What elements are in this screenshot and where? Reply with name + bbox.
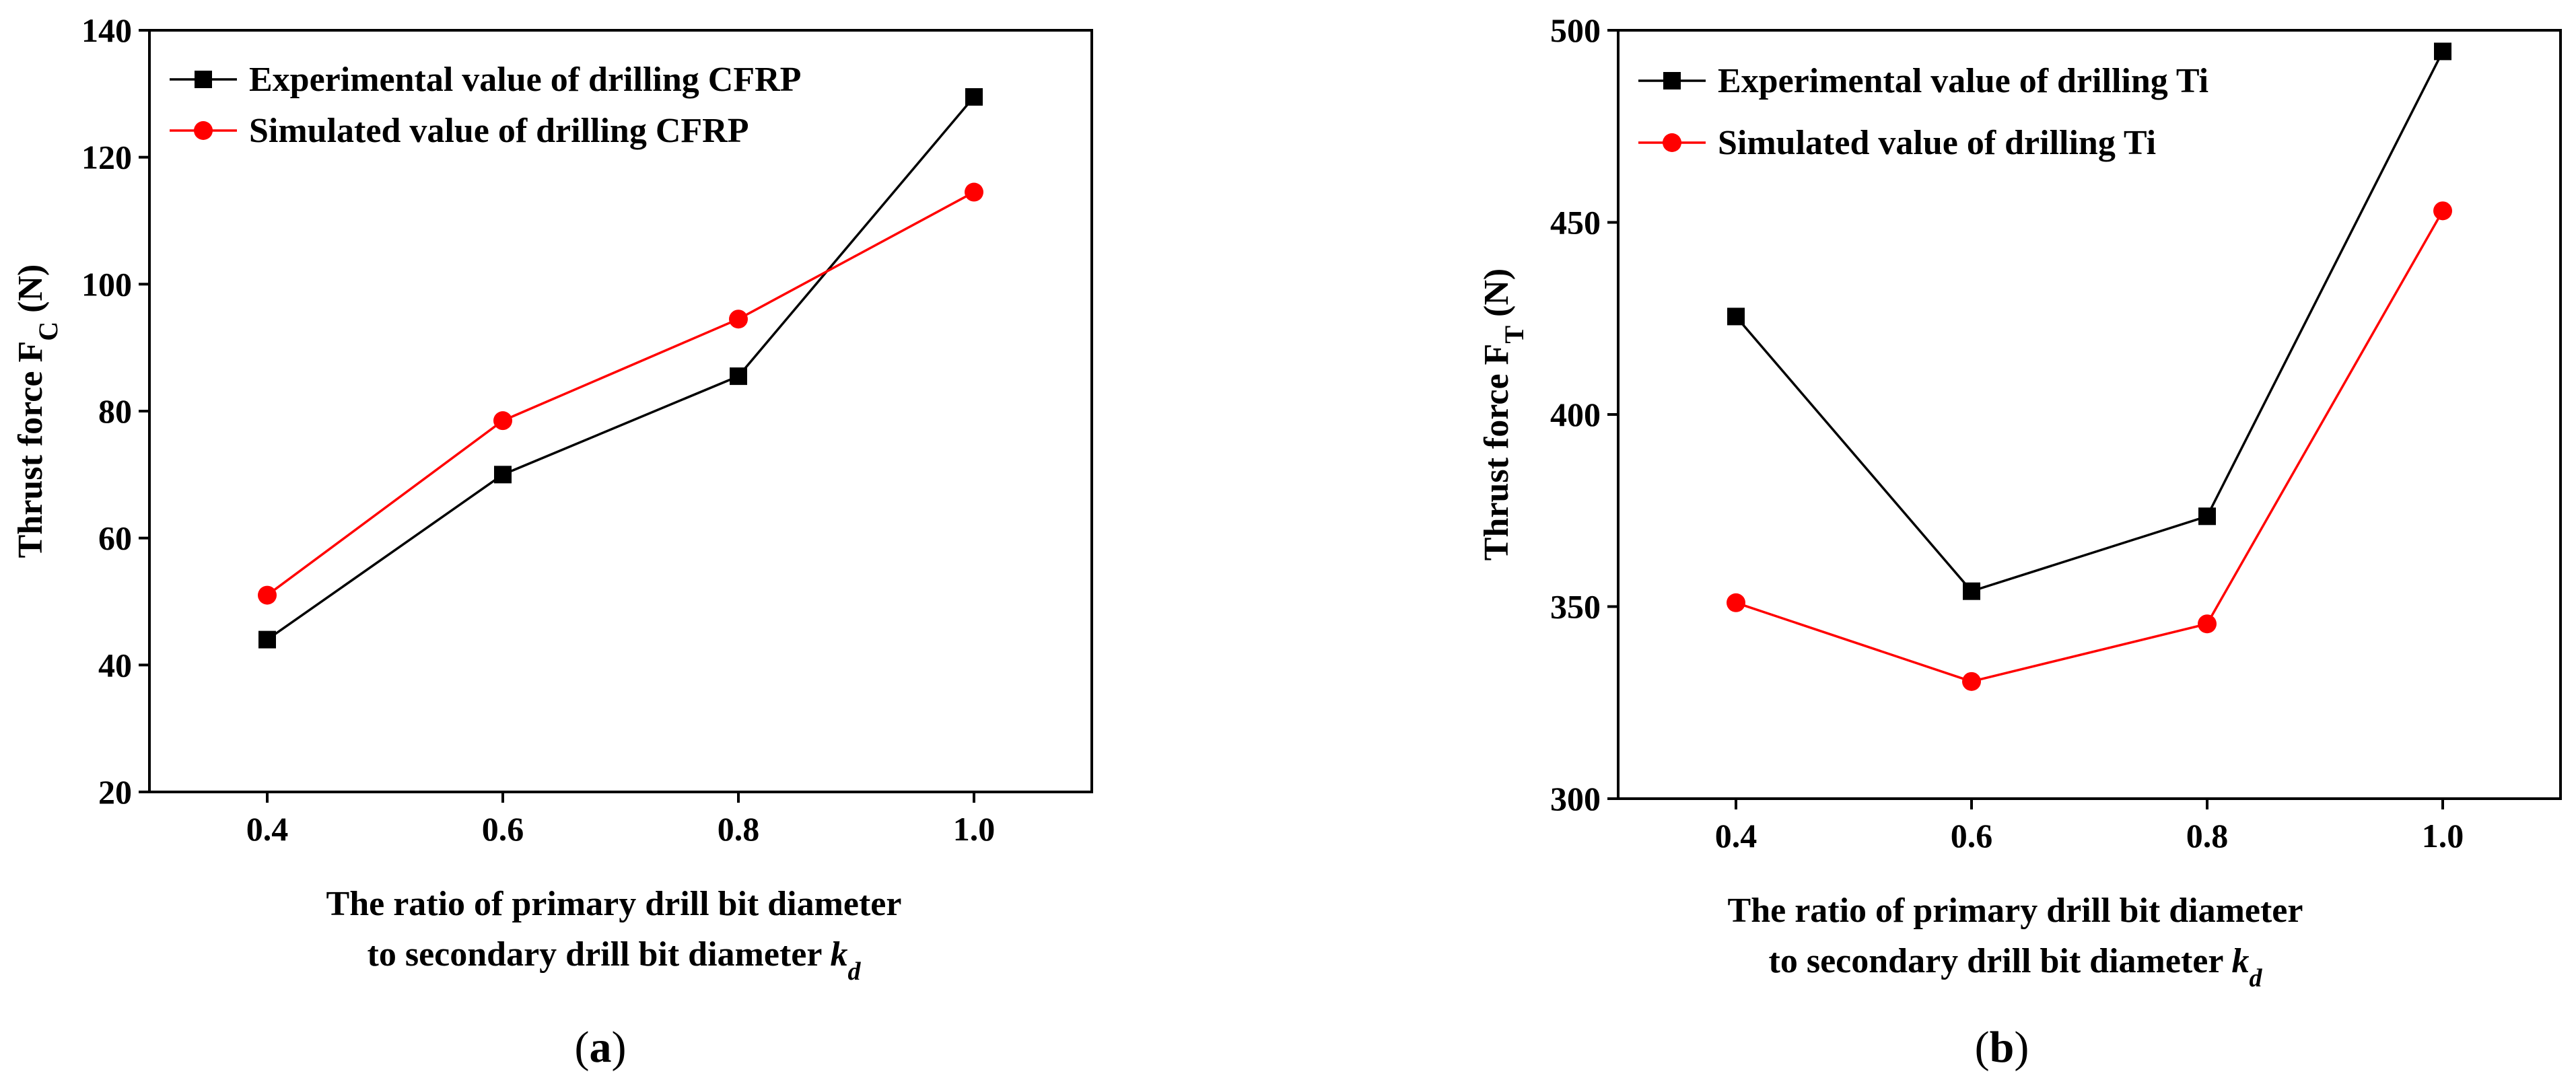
x-axis-title-line2: to secondary drill bit diameter kd [1769,942,2263,992]
x-axis-title-line1: The ratio of primary drill bit diameter [1728,892,2303,930]
y-tick-label: 40 [98,646,132,684]
experimental-point [730,367,747,386]
x-tick-label: 0.8 [2186,817,2229,855]
y-tick-label: 350 [1550,588,1601,626]
legend-item: Simulated value of drilling Ti [1638,124,2156,162]
x-tick-label: 0.6 [482,810,524,848]
x-tick-label: 1.0 [953,810,996,848]
legend-item: Experimental value of drilling CFRP [170,61,801,99]
simulated-point [493,411,512,431]
x-tick-label: 0.8 [718,810,760,848]
y-tick-label: 20 [98,773,132,811]
legend-square-marker [195,71,212,88]
simulated-point [965,182,983,202]
x-tick-label: 1.0 [2422,817,2464,855]
y-tick-label: 450 [1550,204,1601,242]
chart-panel-b: 300 350 400 450 500 0.4 0.6 0.8 1.0 Experimental … [1477,11,2562,1072]
experimental-point [1963,582,1980,600]
y-tick-label: 500 [1550,11,1601,49]
experimental-point [494,466,512,484]
series-line-simulated [1735,210,2444,683]
legend-square-marker [1663,72,1681,89]
legend-item: Simulated value of drilling CFRP [170,112,749,150]
legend-circle-marker [1663,133,1681,152]
y-tick-label: 60 [98,519,132,557]
x-tick-label: 0.4 [246,810,289,848]
simulated-point [1727,593,1745,612]
x-tick-label: 0.4 [1715,817,1757,855]
experimental-point [2434,42,2451,61]
simulated-point [729,310,748,329]
simulated-point [1962,672,1981,691]
y-tick-label: 100 [81,265,132,303]
legend-item: Experimental value of drilling Ti [1638,62,2208,100]
series-line-experimental [1735,50,2444,593]
series-line-simulated [266,191,975,596]
y-tick-label: 400 [1550,396,1601,433]
experimental-point [965,88,983,106]
chart-panel-a: 20 40 60 80 100 120 140 0.4 0.6 0.8 1.0 Experimenta… [11,11,1093,1072]
simulated-point [258,585,277,605]
y-axis-title: Thrust force FT (N) [1477,268,1529,560]
legend-label: Simulated value of drilling Ti [1718,124,2156,162]
legend-circle-marker [194,121,213,140]
y-tick-label: 120 [81,139,132,176]
panel-label: (b) [1975,1023,2029,1072]
series-line-experimental [266,96,975,641]
x-axis-title-line1: The ratio of primary drill bit diameter [326,885,902,923]
panel-label: (a) [575,1023,627,1072]
experimental-point [258,630,276,649]
x-tick-label: 0.6 [1951,817,1993,855]
x-axis-title-line2: to secondary drill bit diameter kd [368,935,862,986]
simulated-point [2198,614,2217,634]
y-tick-label: 140 [81,11,132,49]
experimental-point [1727,307,1745,326]
legend-label: Experimental value of drilling Ti [1718,62,2208,100]
y-tick-label: 80 [98,392,132,430]
legend-label: Experimental value of drilling CFRP [249,61,801,99]
simulated-point [2433,201,2452,221]
y-axis-title: Thrust force FC (N) [11,264,63,558]
experimental-point [2198,507,2216,525]
y-tick-label: 300 [1550,780,1601,818]
legend-label: Simulated value of drilling CFRP [249,112,749,150]
